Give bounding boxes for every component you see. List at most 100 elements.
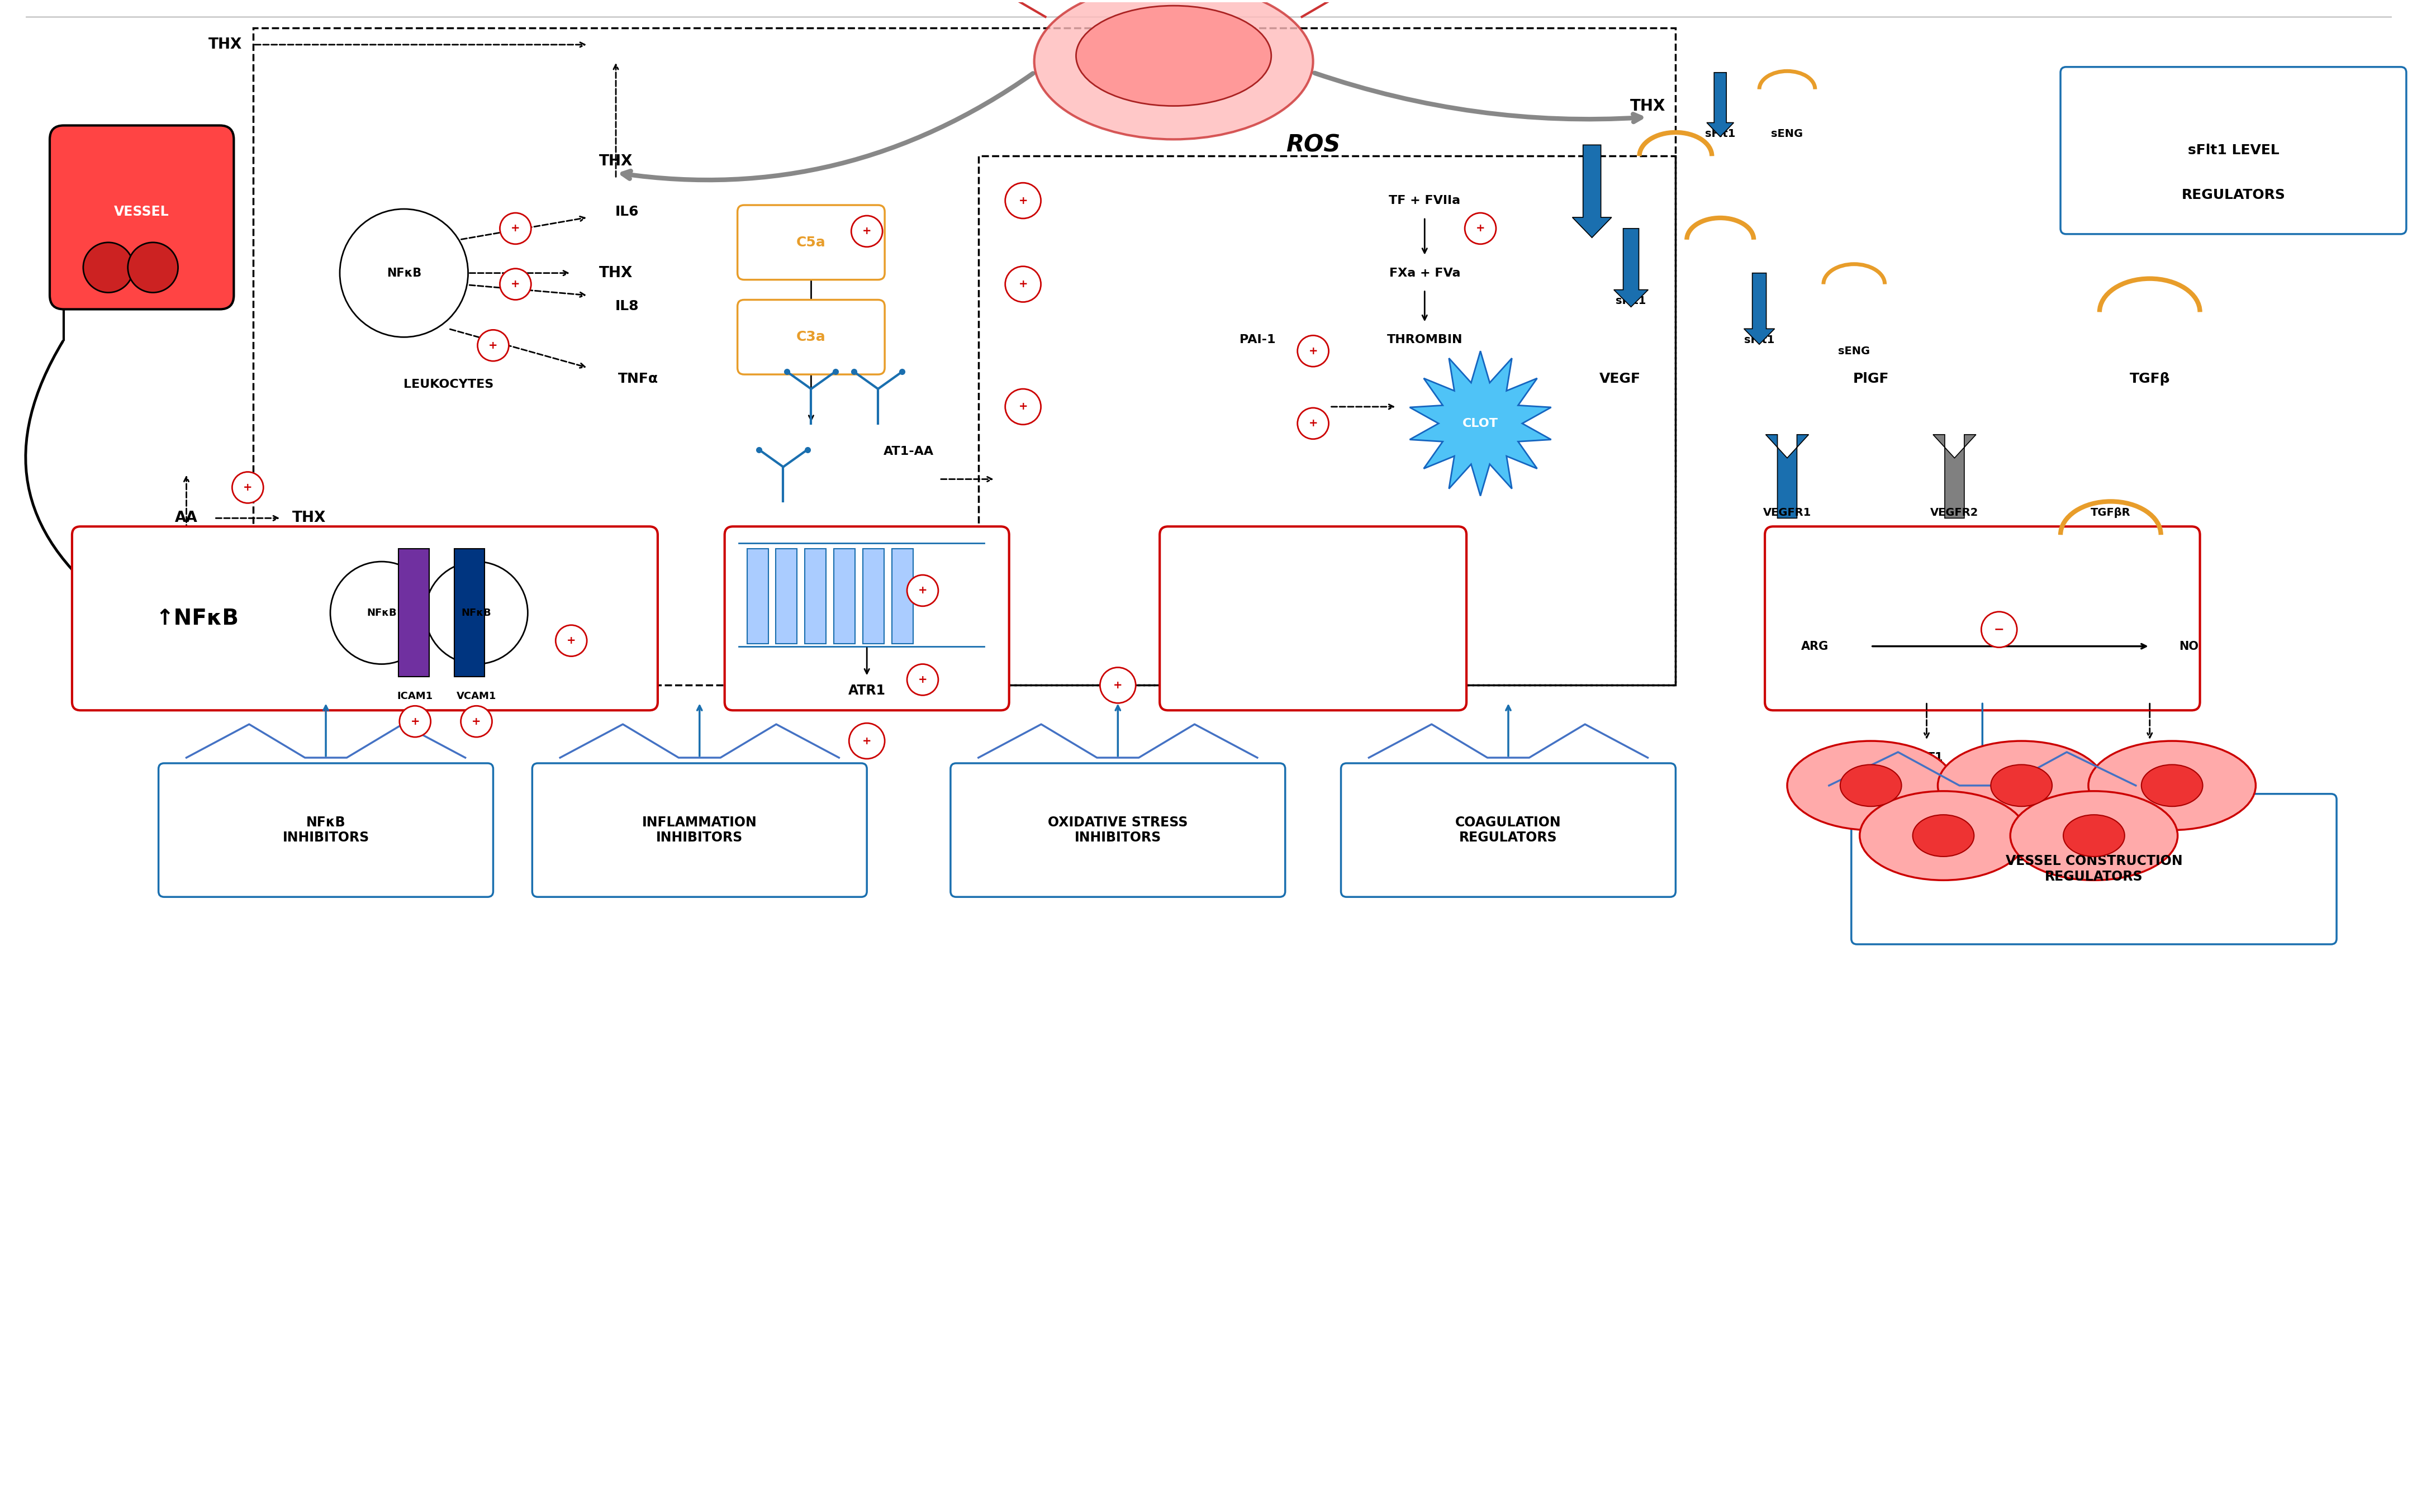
Text: +: + bbox=[1308, 419, 1317, 429]
FancyBboxPatch shape bbox=[1764, 526, 2199, 711]
Text: THROMBIN: THROMBIN bbox=[1387, 334, 1462, 345]
Text: TNFα: TNFα bbox=[619, 372, 657, 386]
Text: LEUKOCYTES: LEUKOCYTES bbox=[404, 380, 493, 390]
Circle shape bbox=[906, 575, 938, 606]
Bar bbox=[454, 549, 486, 677]
Ellipse shape bbox=[2088, 741, 2255, 830]
Circle shape bbox=[232, 472, 263, 503]
Bar bbox=[805, 549, 827, 644]
Ellipse shape bbox=[1786, 741, 1955, 830]
Text: VEGF: VEGF bbox=[1600, 372, 1641, 386]
Bar bbox=[747, 549, 769, 644]
Text: COAGULATION
REGULATORS: COAGULATION REGULATORS bbox=[1455, 815, 1561, 845]
Circle shape bbox=[128, 242, 179, 292]
Text: VCAM1: VCAM1 bbox=[457, 691, 495, 702]
FancyBboxPatch shape bbox=[2059, 67, 2407, 234]
Text: sFlt1: sFlt1 bbox=[1617, 295, 1646, 307]
Text: THX: THX bbox=[599, 154, 633, 169]
Text: ↑ET1: ↑ET1 bbox=[1909, 751, 1943, 764]
FancyBboxPatch shape bbox=[1160, 526, 1467, 711]
Text: CLOT: CLOT bbox=[1462, 417, 1499, 429]
Text: ↑NFκB: ↑NFκB bbox=[157, 608, 239, 629]
Text: sENG: sENG bbox=[1839, 346, 1871, 357]
Ellipse shape bbox=[1076, 6, 1271, 106]
Text: INFLAMMATION
INHIBITORS: INFLAMMATION INHIBITORS bbox=[643, 815, 757, 845]
Text: REGULATORS: REGULATORS bbox=[2183, 189, 2286, 201]
Text: +: + bbox=[488, 340, 498, 351]
Text: THX: THX bbox=[599, 266, 633, 280]
Circle shape bbox=[556, 624, 587, 656]
Ellipse shape bbox=[1912, 815, 1975, 856]
Text: TGFβR: TGFβR bbox=[2091, 507, 2132, 519]
Text: VESSEL CONSTRUCTION
REGULATORS: VESSEL CONSTRUCTION REGULATORS bbox=[2006, 854, 2183, 883]
FancyBboxPatch shape bbox=[950, 764, 1286, 897]
Circle shape bbox=[906, 664, 938, 696]
Ellipse shape bbox=[1859, 791, 2028, 880]
Text: TGFβ: TGFβ bbox=[2129, 372, 2170, 386]
Text: C5a: C5a bbox=[795, 236, 827, 249]
Ellipse shape bbox=[2141, 765, 2202, 806]
Circle shape bbox=[1005, 389, 1042, 425]
Text: THX: THX bbox=[208, 38, 242, 51]
Circle shape bbox=[82, 242, 133, 292]
Circle shape bbox=[399, 706, 430, 736]
Text: +: + bbox=[471, 717, 481, 727]
Text: +: + bbox=[863, 225, 873, 236]
Circle shape bbox=[479, 330, 510, 361]
Text: ARG: ARG bbox=[1801, 641, 1830, 652]
Text: NFκB: NFκB bbox=[387, 268, 421, 278]
Text: THX: THX bbox=[1629, 98, 1665, 113]
Text: ATR1: ATR1 bbox=[848, 683, 885, 697]
Text: ICAM1: ICAM1 bbox=[396, 691, 433, 702]
Circle shape bbox=[462, 706, 493, 736]
Text: +: + bbox=[411, 717, 421, 727]
Text: sENG: sENG bbox=[1772, 129, 1803, 139]
Circle shape bbox=[1100, 667, 1136, 703]
Text: VEGFR2: VEGFR2 bbox=[1931, 507, 1980, 519]
Text: +: + bbox=[566, 635, 575, 646]
Text: PlGF: PlGF bbox=[1854, 372, 1888, 386]
Text: NO: NO bbox=[2180, 641, 2199, 652]
Text: THX: THX bbox=[292, 511, 326, 525]
Text: NFκB: NFκB bbox=[462, 608, 491, 618]
Text: sFlt1: sFlt1 bbox=[1745, 334, 1774, 345]
Bar bbox=[979, 156, 1675, 685]
FancyBboxPatch shape bbox=[51, 125, 234, 310]
FancyBboxPatch shape bbox=[1341, 764, 1675, 897]
Text: AT1-AA: AT1-AA bbox=[885, 446, 933, 457]
Circle shape bbox=[1005, 266, 1042, 302]
Polygon shape bbox=[1409, 351, 1552, 496]
Circle shape bbox=[500, 269, 532, 299]
Text: OXIDATIVE STRESS
INHIBITORS: OXIDATIVE STRESS INHIBITORS bbox=[1049, 815, 1187, 845]
Text: NFκB: NFκB bbox=[367, 608, 396, 618]
FancyBboxPatch shape bbox=[532, 764, 868, 897]
Text: VESSEL: VESSEL bbox=[114, 206, 169, 218]
Ellipse shape bbox=[2064, 815, 2125, 856]
Bar bbox=[892, 549, 914, 644]
Circle shape bbox=[848, 723, 885, 759]
FancyBboxPatch shape bbox=[737, 299, 885, 375]
Bar bbox=[834, 549, 856, 644]
Text: +: + bbox=[1018, 195, 1027, 206]
FancyBboxPatch shape bbox=[737, 206, 885, 280]
Circle shape bbox=[1005, 183, 1042, 218]
Bar bbox=[254, 27, 1675, 685]
Text: +: + bbox=[918, 674, 928, 685]
Circle shape bbox=[1298, 408, 1329, 438]
FancyArrow shape bbox=[1745, 274, 1774, 345]
Text: sFlt1: sFlt1 bbox=[1704, 129, 1735, 139]
Text: +: + bbox=[918, 585, 928, 596]
Ellipse shape bbox=[1992, 765, 2052, 806]
Circle shape bbox=[1982, 612, 2016, 647]
Circle shape bbox=[341, 209, 469, 337]
Text: FXa + FVa: FXa + FVa bbox=[1390, 268, 1460, 278]
Text: +: + bbox=[1477, 224, 1484, 234]
Text: +: + bbox=[1018, 278, 1027, 289]
Text: +: + bbox=[1114, 680, 1121, 691]
FancyBboxPatch shape bbox=[725, 526, 1010, 711]
Text: NFκB
INHIBITORS: NFκB INHIBITORS bbox=[283, 815, 370, 845]
Text: +: + bbox=[863, 736, 873, 747]
Text: C3a: C3a bbox=[795, 331, 827, 343]
Text: ↓NO: ↓NO bbox=[2134, 751, 2163, 764]
Ellipse shape bbox=[1839, 765, 1902, 806]
